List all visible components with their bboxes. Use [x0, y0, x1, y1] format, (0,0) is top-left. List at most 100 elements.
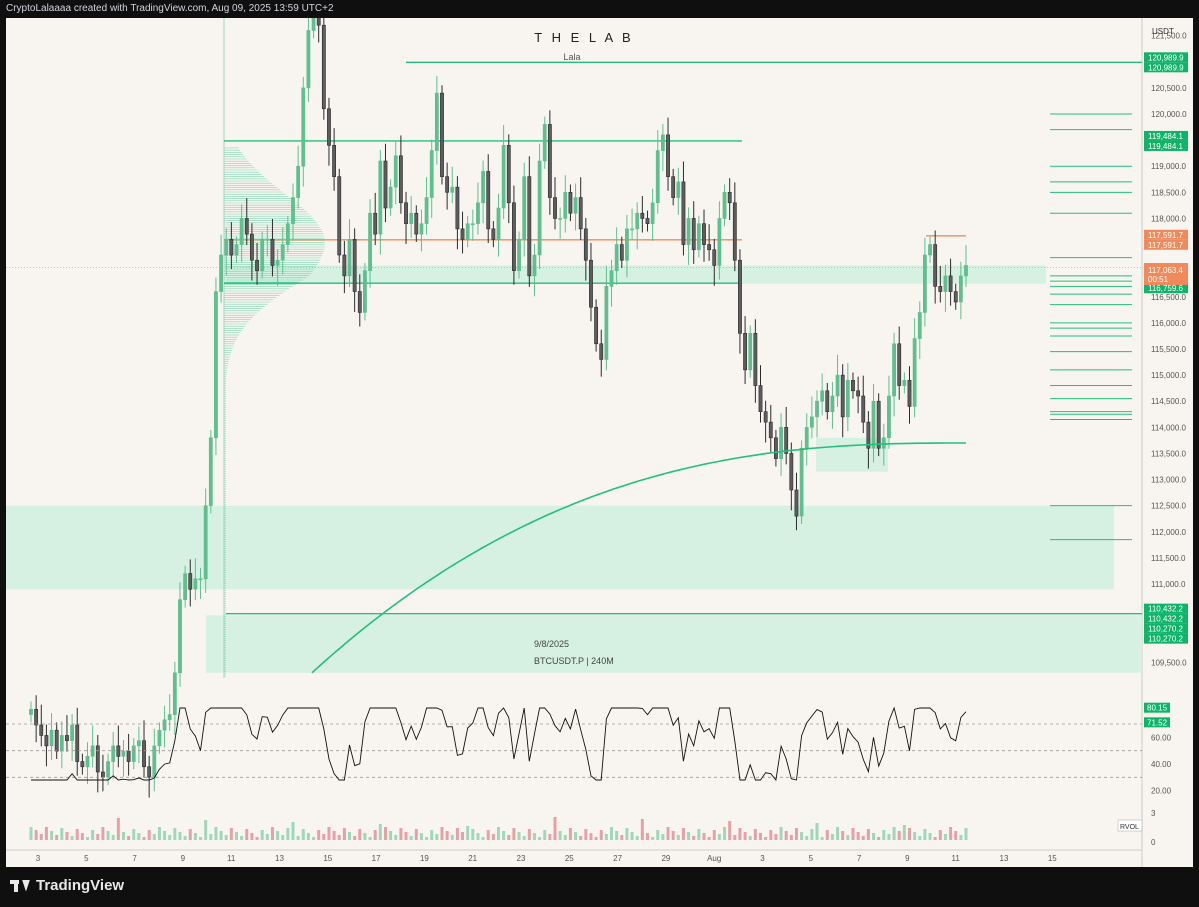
volume-bar — [209, 834, 213, 840]
candle-body — [244, 218, 249, 235]
time-tick: 29 — [661, 854, 670, 863]
price-label-bg — [1144, 613, 1188, 624]
volume-bar — [815, 823, 819, 840]
candle-body — [732, 202, 737, 261]
volume-bar — [656, 830, 660, 840]
price-axis[interactable]: 121,500.0 120,500.0 120,000.0 119,000.0 118,… — [1151, 32, 1187, 668]
volume-bar — [794, 828, 798, 840]
volume-bar — [543, 830, 547, 840]
time-tick: 15 — [1048, 854, 1057, 863]
candle-body — [964, 265, 968, 277]
candle-body — [938, 286, 943, 292]
candle-body — [306, 30, 311, 89]
chart-svg[interactable]: T H E L A B Lala 9/8/2025 BTCUSDT.P | 24… — [6, 18, 1193, 867]
volume-bar — [286, 828, 290, 840]
candle-body — [902, 380, 907, 386]
volume-bar — [486, 830, 490, 840]
candle-body — [116, 745, 121, 757]
price-label-bg — [1144, 239, 1188, 250]
candle-body — [542, 124, 547, 162]
volume-bar — [507, 835, 511, 840]
time-axis[interactable]: 3 5 7 9 11 13 15 17 19 21 23 25 27 29 Aug 3 5 7 9 11 13 15 — [36, 854, 1058, 863]
candle-body — [522, 176, 527, 240]
volume-bar — [964, 828, 968, 840]
price-tick: 114,500.0 — [1151, 397, 1187, 406]
volume-bar — [548, 834, 552, 840]
volume-bar — [455, 828, 459, 840]
volume-bar — [512, 828, 516, 840]
price-label-bg — [1144, 603, 1188, 614]
volume-bar — [404, 832, 408, 840]
volume-bar — [327, 827, 331, 840]
price-label: 110,432.2 — [1148, 605, 1184, 614]
volume-bar — [250, 833, 254, 840]
candle-body — [650, 202, 655, 224]
chart-frame[interactable]: T H E L A B Lala 9/8/2025 BTCUSDT.P | 24… — [6, 18, 1193, 867]
zone-2 — [226, 265, 1046, 284]
volume-bar — [877, 837, 881, 840]
volume-bar — [841, 831, 845, 840]
volume-bar — [728, 821, 732, 840]
volume-bar — [810, 829, 814, 840]
volume-bar — [692, 836, 696, 840]
candle-body — [214, 291, 218, 439]
volume-bar — [872, 833, 876, 840]
candle-body — [717, 218, 722, 266]
volume-bar — [604, 834, 608, 840]
candle-body — [681, 181, 686, 245]
time-tick: 21 — [468, 854, 477, 863]
candle-body — [830, 395, 835, 412]
volume-bar — [887, 834, 891, 840]
candle-body — [388, 186, 393, 209]
volume-bar — [409, 836, 413, 840]
volume-bar — [743, 832, 747, 840]
price-tick: 119,000.0 — [1151, 162, 1187, 171]
volume-bar — [938, 830, 942, 840]
volume-bar — [224, 835, 228, 840]
candle-body — [630, 228, 634, 231]
price-tick: 118,500.0 — [1151, 188, 1187, 197]
volume-bar — [276, 831, 280, 840]
volume-bar — [353, 836, 357, 840]
volume-bar — [563, 835, 567, 840]
candle-body — [419, 223, 424, 235]
candle-body — [136, 740, 141, 747]
candle-body — [54, 729, 59, 752]
volume-bar — [466, 826, 470, 840]
volume-bar — [44, 827, 48, 840]
candle-body — [892, 343, 896, 397]
volume-bar — [733, 835, 737, 840]
candle-body — [95, 745, 100, 773]
candle-body — [517, 239, 521, 271]
price-tick: 121,500.0 — [1151, 32, 1187, 41]
volume-bar — [106, 831, 110, 840]
candle-body — [645, 218, 650, 224]
volume-bar — [219, 831, 223, 840]
candle-body — [152, 745, 157, 778]
time-tick: 13 — [1000, 854, 1009, 863]
volume-bar — [312, 837, 316, 840]
volume-bar — [579, 836, 583, 840]
volume-bar — [471, 829, 475, 840]
candle-body — [106, 761, 110, 778]
volume-bar — [214, 827, 218, 840]
volume-bar — [615, 831, 619, 840]
price-label: 119,484.1 — [1148, 142, 1184, 151]
volume-bar — [784, 831, 788, 840]
candle-body — [553, 197, 557, 219]
candle-body — [563, 192, 568, 219]
volume-bar — [383, 827, 387, 840]
tradingview-brand[interactable]: TradingView — [10, 877, 124, 894]
volume-bar — [101, 827, 105, 840]
volume-bar — [697, 829, 701, 840]
volume-bar — [399, 828, 403, 840]
volume-bar — [625, 828, 629, 840]
candle-body — [722, 192, 727, 219]
candle-body — [917, 312, 922, 339]
time-tick: 23 — [517, 854, 526, 863]
candle-body — [363, 270, 367, 313]
volume-bar — [173, 828, 177, 840]
volume-bar — [147, 830, 151, 840]
time-tick: 7 — [857, 854, 862, 863]
volume-bar — [65, 832, 69, 840]
